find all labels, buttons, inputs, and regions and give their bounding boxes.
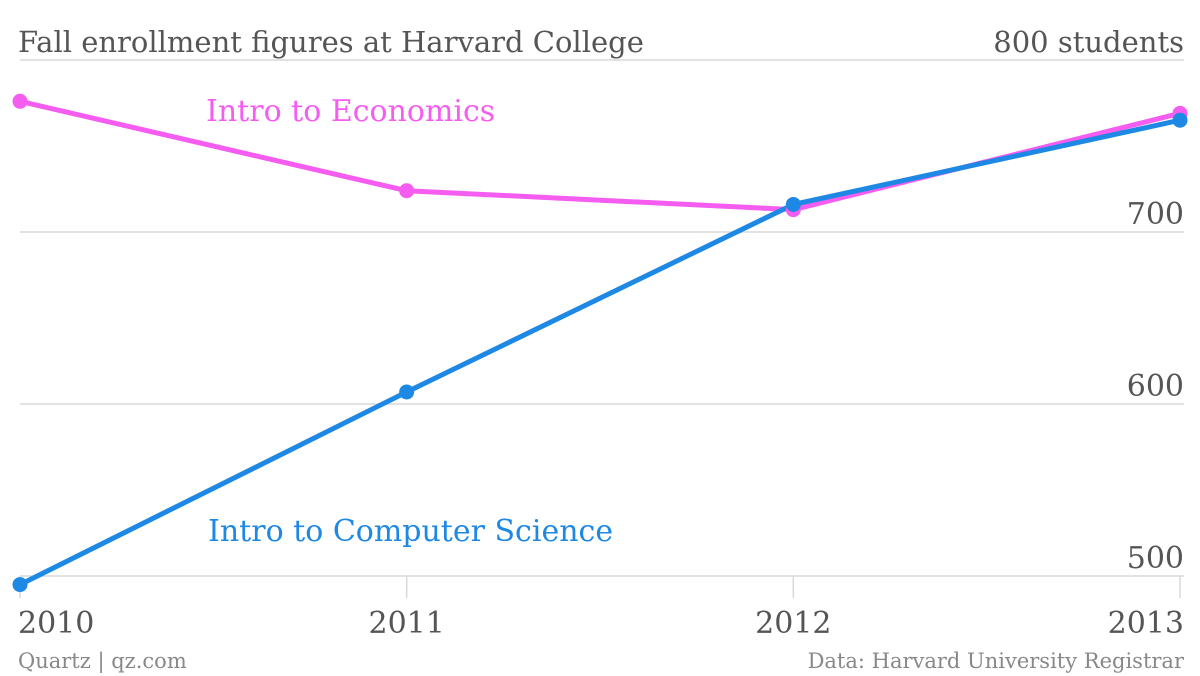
y-axis-top-label: 800 students [993,25,1184,59]
x-tick-label: 2012 [755,606,831,641]
footer-source-left: Quartz | qz.com [18,649,187,674]
y-tick-label: 600 [1127,369,1184,404]
series-lines [17,98,1183,588]
series-points [12,93,1188,593]
data-point-computer-science [399,384,415,400]
gridlines [19,59,1184,598]
x-tick-label: 2013 [1108,606,1184,641]
series-label-computer-science: Intro to Computer Science [208,514,613,549]
series-line-computer-science [17,117,1183,588]
data-point-economics [399,183,415,199]
chart-title: Fall enrollment figures at Harvard Colle… [18,25,644,59]
y-tick-label: 500 [1127,541,1184,576]
x-tick-label: 2010 [18,606,94,641]
y-tick-label: 700 [1127,197,1184,232]
series-label-economics: Intro to Economics [206,94,495,129]
axis-labels: 500 600 700 2010 2011 2012 2013 [18,197,1184,641]
data-point-economics [12,93,28,109]
series-line-economics [17,98,1183,213]
data-point-computer-science [12,577,28,593]
x-tick-label: 2011 [368,606,444,641]
data-point-computer-science [1172,112,1188,128]
data-point-computer-science [785,196,801,212]
footer-source-right: Data: Harvard University Registrar [808,649,1185,673]
